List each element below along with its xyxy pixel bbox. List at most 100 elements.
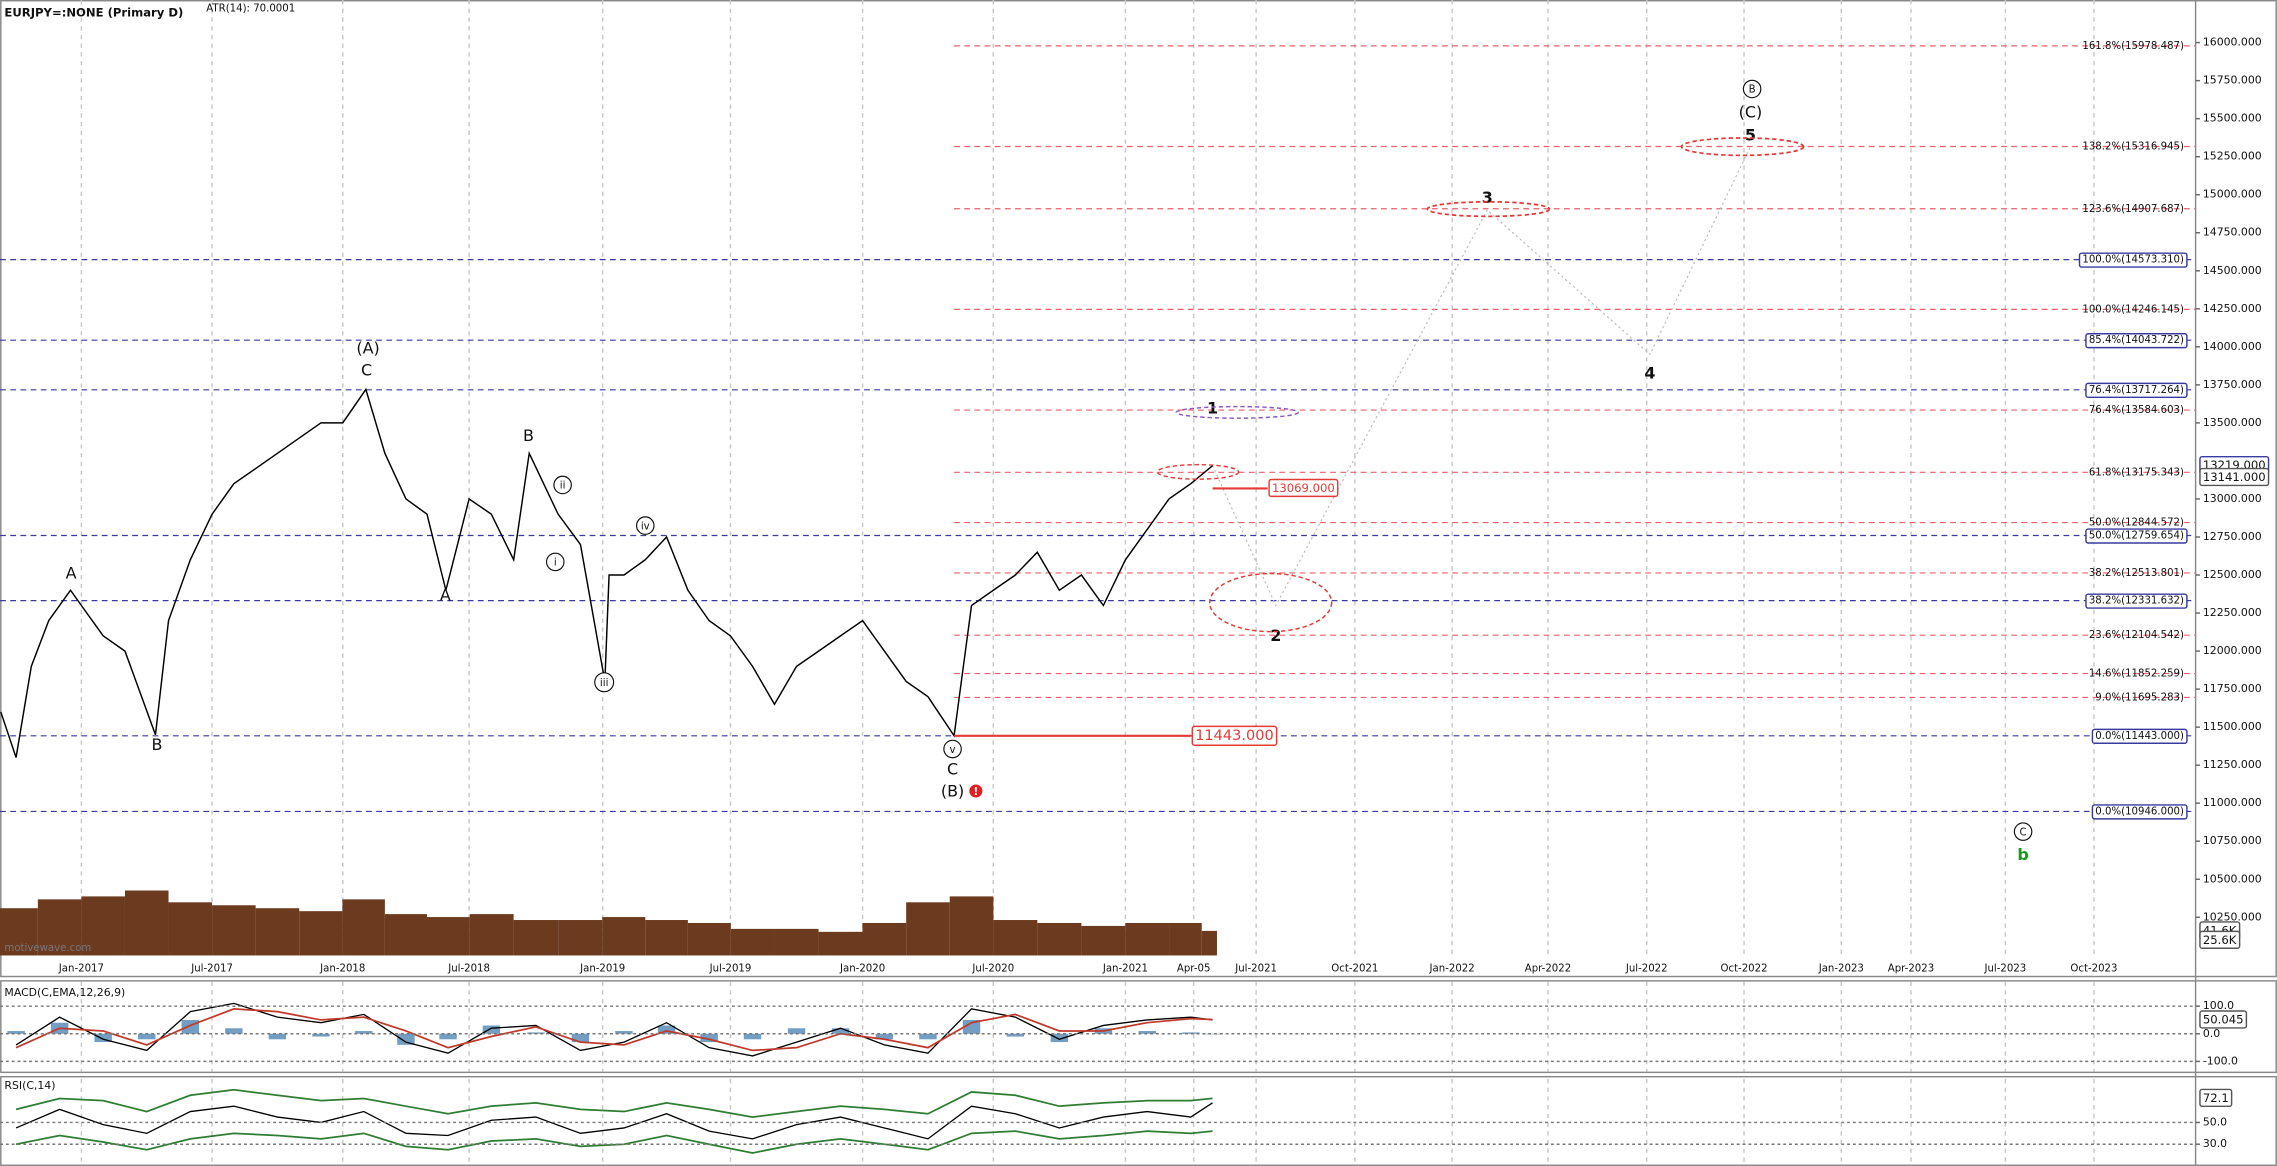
target-zone (1175, 405, 1299, 419)
wave-label: v (950, 745, 956, 756)
wave-label: iv (641, 521, 650, 532)
x-tick-label: Jan-2017 (58, 964, 104, 975)
label-box (1268, 478, 1339, 498)
label-box (2199, 1088, 2233, 1108)
histogram-bar (181, 1019, 200, 1034)
volume-bar (1037, 922, 1082, 956)
histogram-bar (962, 1019, 981, 1034)
y-tick-label: 14000.000 (2203, 340, 2262, 353)
projection-path (1212, 146, 1752, 607)
fib-label: 50.0%(12844.572) (2089, 518, 2184, 529)
x-tick-label: Apr-05 (1177, 964, 1211, 975)
histogram-bar (657, 1025, 676, 1034)
target-zone (1156, 463, 1240, 480)
wave-circle (553, 475, 572, 495)
target-zone (1680, 137, 1805, 157)
volume-bar (426, 917, 470, 956)
histogram-bar (7, 1031, 25, 1034)
label-box (2085, 528, 2188, 544)
price-tag: 13069.000 (1272, 481, 1335, 495)
histogram-bar (787, 1028, 806, 1034)
volume-bar (1081, 925, 1126, 956)
price-tag: 11443.000 (1195, 728, 1274, 744)
y-tick-label: 15250.000 (2203, 150, 2262, 163)
label-box (2199, 1010, 2248, 1029)
y-tick-label: 13500.000 (2203, 416, 2262, 429)
volume-bar (687, 922, 731, 956)
volume-bar (906, 902, 950, 956)
fib-label: 0.0%(11443.000) (2095, 731, 2184, 742)
histogram-bar (700, 1033, 718, 1043)
wave-label: 4 (1644, 364, 1655, 383)
symbol-title: EURJPY=:NONE (Primary D) (4, 6, 183, 20)
y-tick-label: 0.0 (2203, 1027, 2220, 1040)
label-box (2199, 467, 2270, 487)
fib-label: 50.0%(12759.654) (2089, 531, 2184, 542)
wave-label: B (1749, 85, 1756, 96)
series-line (15, 1088, 1213, 1118)
volume-bar (558, 920, 603, 956)
histogram-bar (1006, 1033, 1025, 1037)
wave-label: 2 (1270, 626, 1281, 645)
wave-label: A (66, 564, 77, 583)
atr-label: ATR(14): 70.0001 (206, 4, 295, 15)
x-tick-label: Jul-2019 (709, 964, 752, 975)
fib-label: 23.6%(12104.542) (2089, 630, 2184, 641)
volume-bar (774, 928, 819, 956)
y-tick-label: 14750.000 (2203, 226, 2262, 239)
x-tick-label: Jul-2022 (1625, 964, 1668, 975)
fib-label: 9.0%(11695.283) (2095, 692, 2184, 703)
wave-label: B (151, 735, 162, 754)
volume-bar (1125, 922, 1170, 956)
label-box (2091, 804, 2188, 820)
histogram-bar (312, 1033, 330, 1037)
wave-circle (545, 552, 565, 572)
y-tick-label: 14250.000 (2203, 302, 2262, 315)
volume-bar (993, 920, 1038, 956)
histogram-bar (1050, 1033, 1069, 1043)
label-box (2091, 728, 2188, 744)
x-tick-label: Jul-2020 (971, 964, 1014, 975)
y-tick-label: 14500.000 (2203, 264, 2262, 277)
wave-label: C (947, 759, 958, 778)
series-line (15, 1008, 1213, 1052)
y-tick-label: 50.0 (2203, 1115, 2227, 1128)
volume-bar (384, 914, 427, 956)
x-tick-label: Jan-2022 (1429, 964, 1475, 975)
fib-label: 100.0%(14246.145) (2082, 304, 2184, 315)
y-tick-label: 15500.000 (2203, 112, 2262, 125)
volume-bar (81, 896, 125, 956)
fib-label: 123.6%(14907.687) (2082, 204, 2184, 215)
volume-bar (469, 914, 514, 956)
wave-label: C (2020, 827, 2027, 838)
axis-tag: 72.1 (2203, 1091, 2229, 1105)
wave-circle (594, 672, 615, 693)
y-tick-label: -100.0 (2203, 1054, 2238, 1067)
volume-bar (645, 920, 688, 956)
y-tick-label: 16000.000 (2203, 36, 2262, 49)
volume-bar (299, 911, 343, 956)
y-tick-label: 13000.000 (2203, 492, 2262, 505)
wave-circle (2013, 822, 2033, 841)
macd-title: MACD(C,EMA,12,26,9) (4, 986, 125, 999)
fib-label: 61.8%(13175.343) (2089, 467, 2184, 478)
volume-bar (1169, 922, 1202, 956)
x-tick-label: Jul-2023 (1983, 964, 2026, 975)
y-tick-label: 12250.000 (2203, 606, 2262, 619)
histogram-bar (831, 1028, 850, 1034)
y-tick-label: 15000.000 (2203, 188, 2262, 201)
x-tick-label: Jan-2023 (1818, 964, 1864, 975)
label-box (2085, 593, 2188, 609)
wave-label: 3 (1482, 188, 1493, 207)
target-zone (1426, 200, 1551, 218)
series-line (15, 1002, 1213, 1057)
y-tick-label: 11500.000 (2203, 720, 2262, 733)
wave-circle (943, 739, 962, 759)
volume-bar (862, 922, 907, 956)
label-box (1191, 725, 1278, 746)
axis-tag: 25.6K (2203, 933, 2237, 947)
volume-bar (602, 917, 646, 956)
label-box (2199, 930, 2241, 950)
